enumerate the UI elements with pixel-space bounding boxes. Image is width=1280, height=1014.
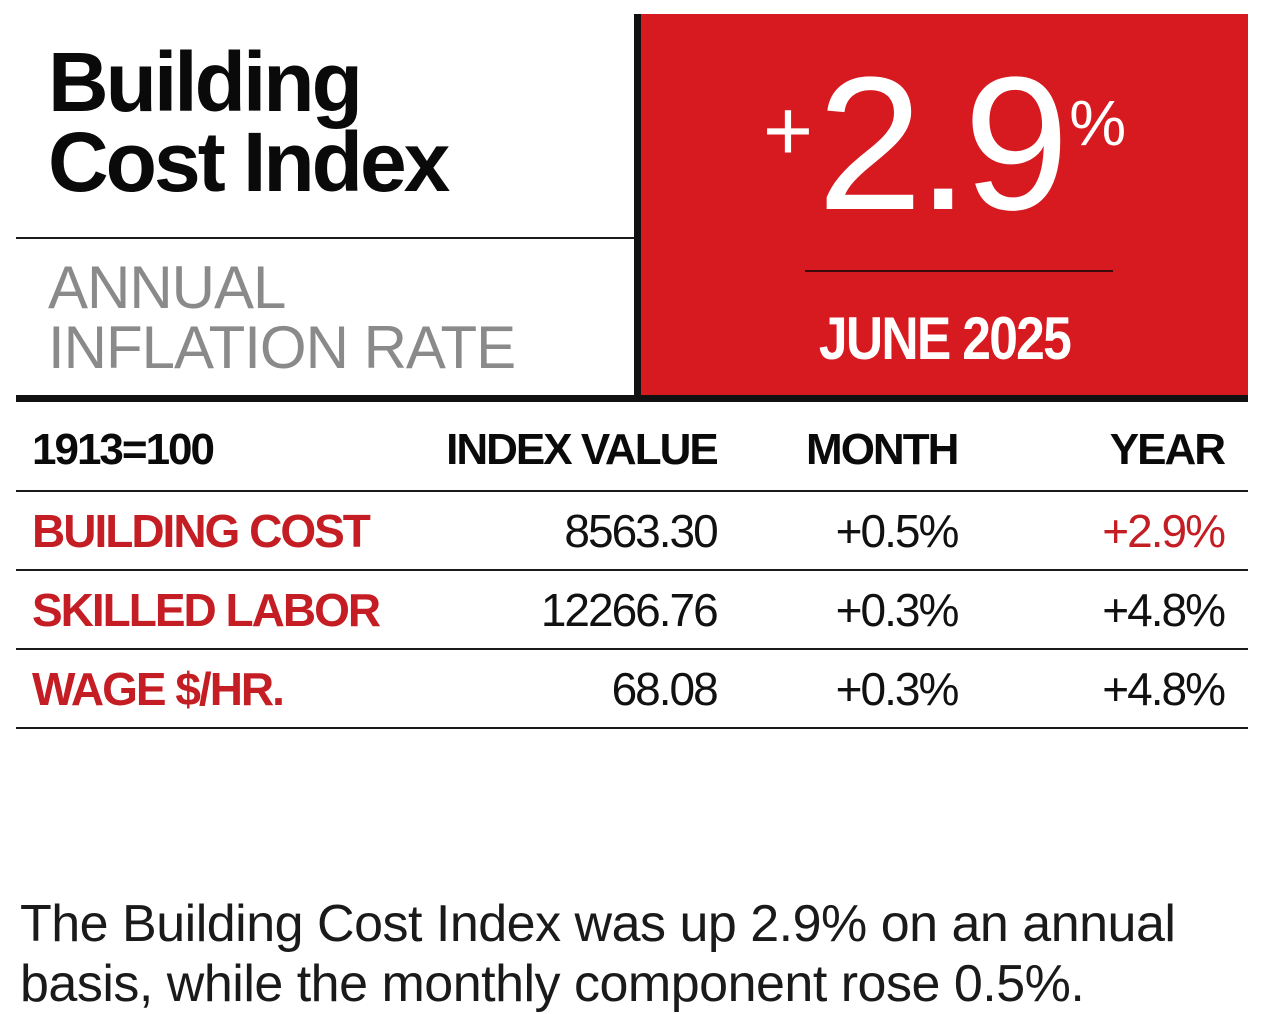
headline-rate-unit: %	[1069, 87, 1127, 159]
headline-rate-sign: +	[762, 83, 814, 179]
row-label: WAGE $/HR.	[16, 649, 426, 729]
cell-month: +0.5%	[716, 491, 959, 571]
cell-index-value: 12266.76	[425, 570, 719, 650]
cell-month: +0.3%	[716, 570, 959, 650]
index-table: 1913=100 INDEX VALUE MONTH YEAR BUILDING…	[16, 410, 1248, 729]
cell-month: +0.3%	[716, 649, 959, 729]
header-base: 1913=100	[16, 410, 426, 492]
row-label: SKILLED LABOR	[16, 570, 426, 650]
subtitle: ANNUAL INFLATION RATE	[48, 254, 516, 381]
page-title: Building Cost Index	[48, 35, 450, 209]
header-month: MONTH	[716, 410, 959, 492]
table-row-wage: WAGE $/HR. 68.08 +0.3% +4.8%	[16, 649, 1248, 729]
subtitle-line-1: ANNUAL	[48, 254, 286, 321]
title-line-2: Cost Index	[48, 115, 450, 209]
header-index-value: INDEX VALUE	[425, 410, 719, 492]
headline-rate-divider	[805, 270, 1113, 272]
table-row-skilled-labor: SKILLED LABOR 12266.76 +0.3% +4.8%	[16, 570, 1248, 650]
cell-year: +4.8%	[957, 570, 1248, 650]
cell-year: +4.8%	[957, 649, 1248, 729]
cell-index-value: 8563.30	[425, 491, 719, 571]
table-header-row: 1913=100 INDEX VALUE MONTH YEAR	[16, 410, 1248, 492]
period-label: JUNE 2025	[818, 305, 1072, 372]
cell-year: +2.9%	[957, 491, 1248, 571]
section-divider	[16, 395, 1248, 402]
caption: The Building Cost Index was up 2.9% on a…	[20, 895, 1176, 1013]
subtitle-line-2: INFLATION RATE	[48, 314, 516, 381]
headline-rate-panel: +2.9% JUNE 2025	[634, 14, 1248, 396]
header-year: YEAR	[957, 410, 1248, 492]
table-row-building-cost: BUILDING COST 8563.30 +0.5% +2.9%	[16, 491, 1248, 571]
headline-rate: +2.9%	[641, 44, 1248, 244]
cell-index-value: 68.08	[425, 649, 719, 729]
row-label: BUILDING COST	[16, 491, 426, 571]
headline-rate-value: 2.9	[817, 38, 1069, 250]
title-divider	[16, 237, 634, 239]
title-line-1: Building	[48, 35, 363, 129]
